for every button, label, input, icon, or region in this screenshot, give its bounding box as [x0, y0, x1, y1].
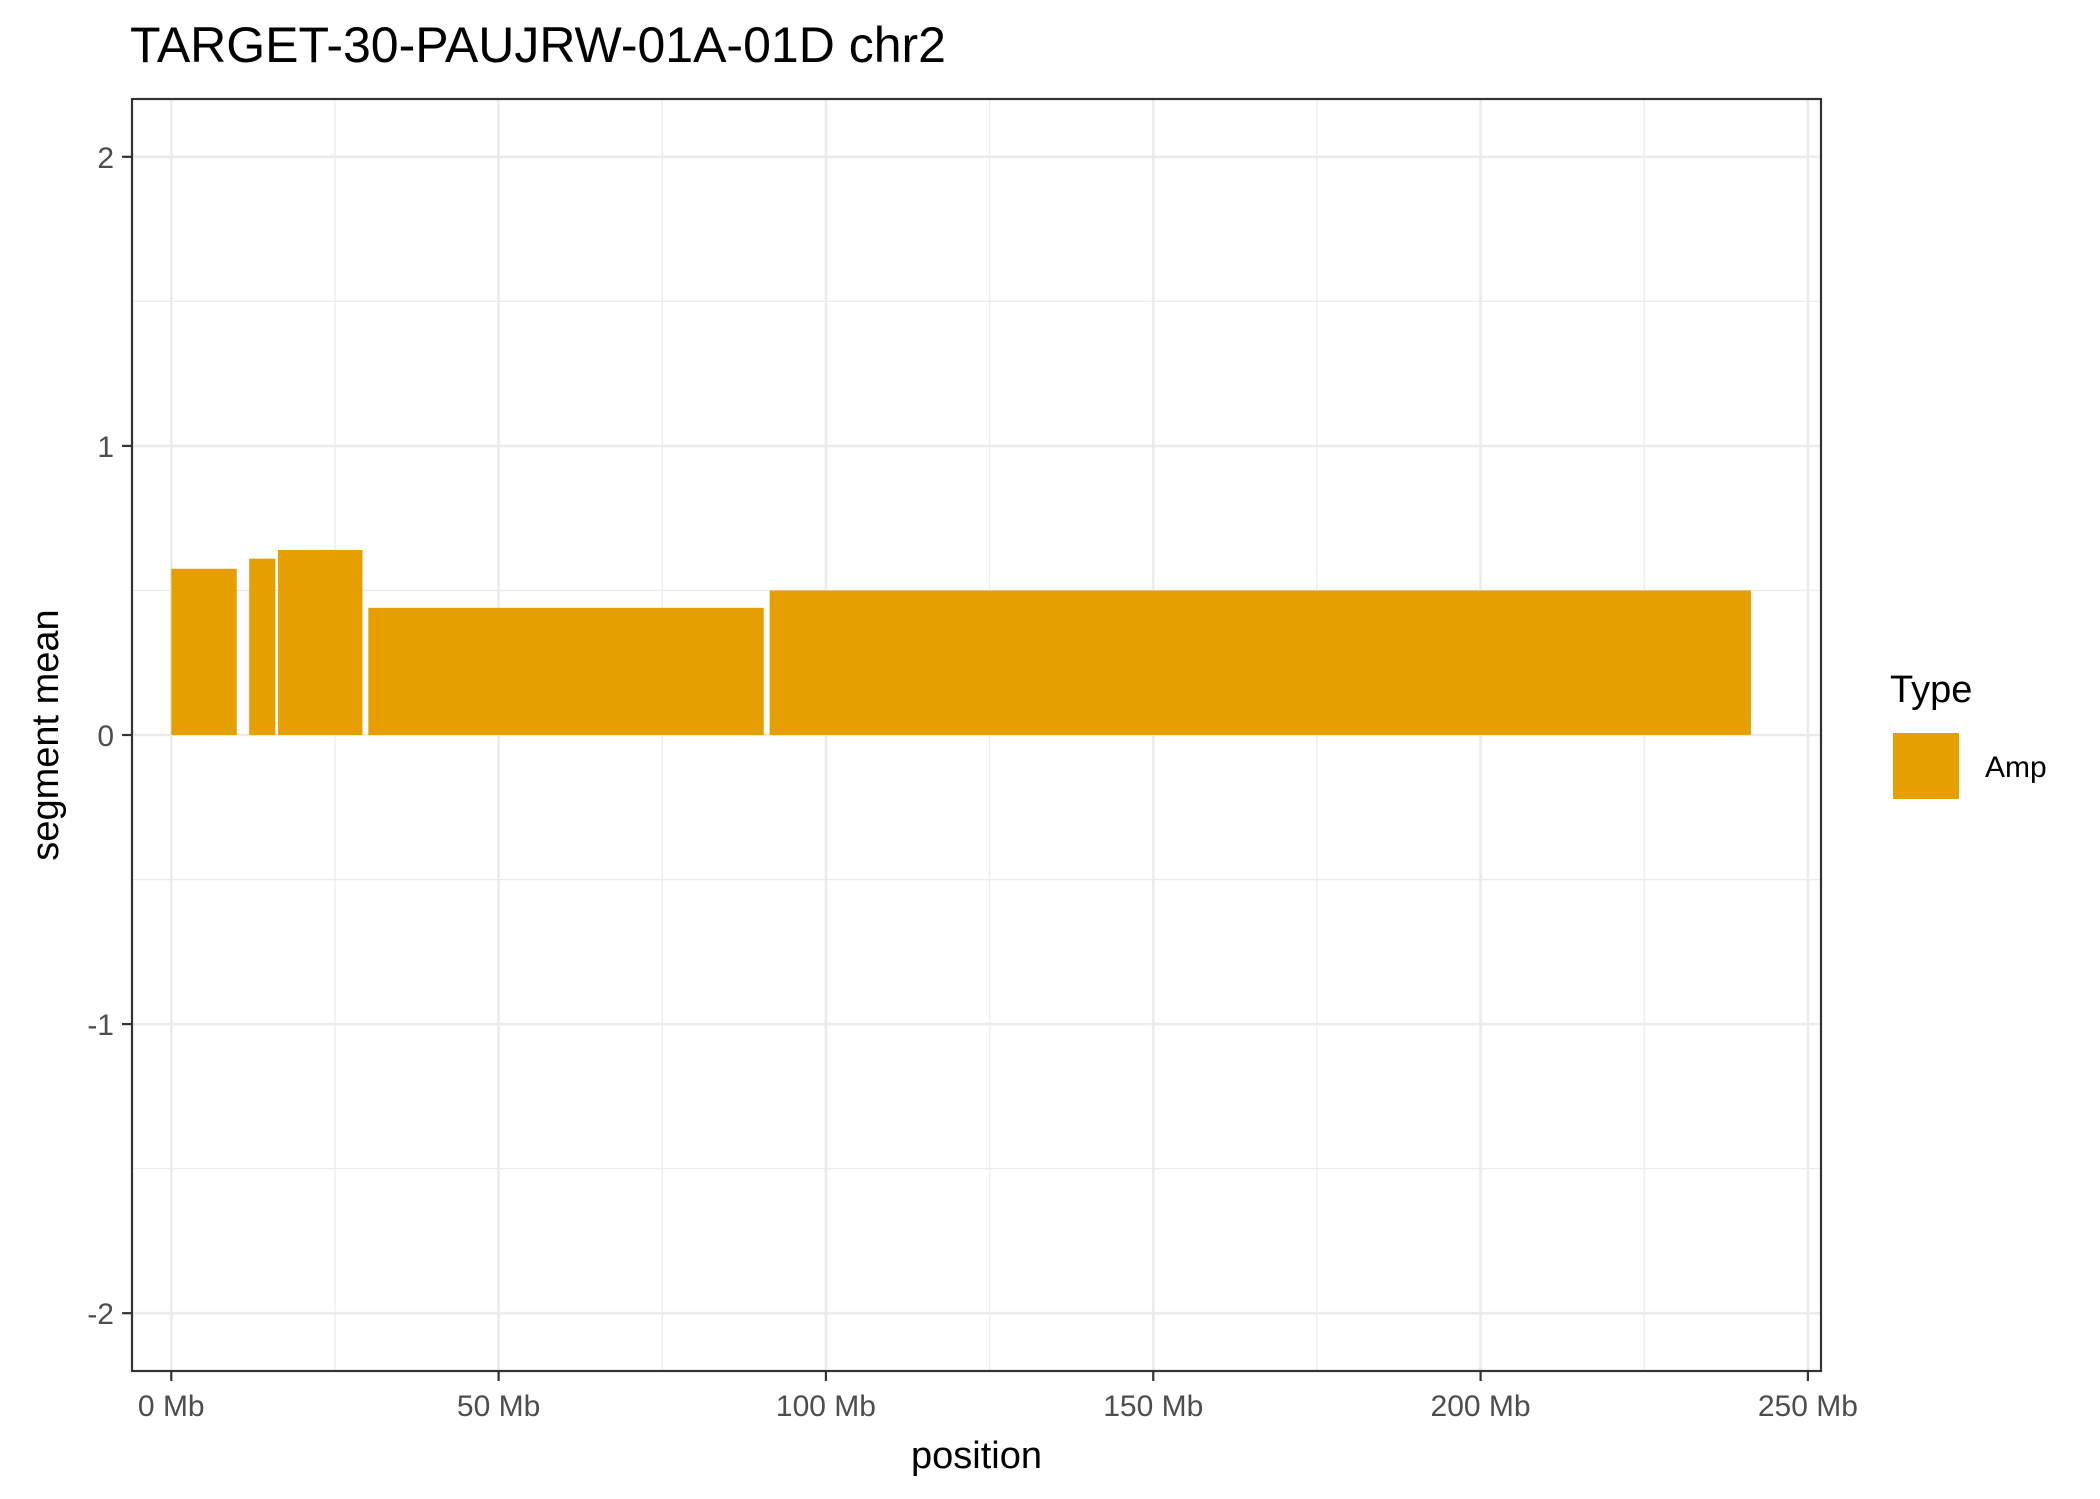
x-tick-label: 100 Mb — [776, 1390, 876, 1423]
legend-swatch-amp — [1893, 733, 1959, 799]
y-tick-label: -2 — [87, 1298, 114, 1331]
y-axis: -2 -1 0 1 2 — [87, 142, 132, 1331]
bars — [171, 549, 1751, 735]
segment-bar-2 — [249, 558, 276, 735]
x-axis: 0 Mb 50 Mb 100 Mb 150 Mb 200 Mb 250 Mb — [138, 1371, 1858, 1423]
x-axis-title: position — [911, 1435, 1042, 1477]
y-axis-title: segment mean — [25, 609, 67, 860]
x-tick-label: 200 Mb — [1431, 1390, 1531, 1423]
legend: Type Amp — [1890, 669, 2047, 799]
x-tick-label: 50 Mb — [457, 1390, 540, 1423]
legend-title: Type — [1890, 669, 1972, 711]
x-tick-label: 0 Mb — [138, 1390, 205, 1423]
y-tick-label: -1 — [87, 1009, 114, 1042]
y-tick-label: 0 — [97, 720, 114, 753]
legend-label-amp: Amp — [1985, 751, 2047, 784]
segment-bar-3 — [277, 549, 363, 735]
chart-title: TARGET-30-PAUJRW-01A-01D chr2 — [130, 17, 946, 73]
segment-bar-5 — [769, 590, 1751, 735]
segment-bar-1 — [171, 568, 237, 735]
x-tick-label: 150 Mb — [1103, 1390, 1203, 1423]
y-tick-label: 2 — [97, 142, 114, 175]
y-tick-label: 1 — [97, 431, 114, 464]
segment-bar-4 — [368, 607, 764, 735]
x-tick-label: 250 Mb — [1758, 1390, 1858, 1423]
